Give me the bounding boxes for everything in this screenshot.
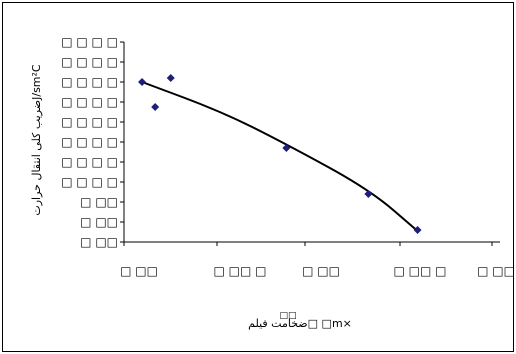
y-tick-label: □ □ □ □ — [61, 95, 118, 109]
data-point — [364, 190, 373, 198]
data-point — [151, 103, 160, 111]
y-tick-label: □ □ □ □ — [61, 155, 118, 169]
y-tick-label: □ □□ — [80, 235, 118, 249]
data-point — [413, 226, 422, 234]
y-tick-label: □ □ □ □ — [61, 175, 118, 189]
y-tick-label: □ □ □ □ — [61, 55, 118, 69]
x-axis-title-superscript: □□ — [279, 311, 296, 321]
y-tick-label: □ □□ — [80, 215, 118, 229]
x-tick-label: □ □□ □ — [214, 264, 267, 278]
y-tick-label: □ □ □ □ — [61, 35, 118, 49]
y-tick-labels: □ □□ □ □□ □ □□ □ □ □ □ □ □ □ □ □ □ □ □ □ □ □ □… — [61, 35, 118, 249]
data-point — [166, 74, 175, 82]
x-tick-label: □ □□ — [302, 264, 340, 278]
y-axis-title: ضریب کلی انتقال حرارتJ/sm²C — [30, 64, 43, 216]
x-tick-label: □ □□ — [477, 264, 515, 278]
trend-line — [141, 81, 419, 232]
x-tick-label: □ □□ □ — [394, 264, 447, 278]
y-tick-label: □ □ □ □ — [61, 115, 118, 129]
axes — [123, 42, 500, 243]
data-point — [282, 144, 291, 152]
y-tick-label: □ □□ — [80, 195, 118, 209]
x-tick-label: □ □□ — [120, 264, 158, 278]
x-tick-labels: □ □□ □ □□ □ □ □□ □ □□ □ □ □□ — [120, 264, 515, 278]
y-tick-label: □ □ □ □ — [61, 75, 118, 89]
data-markers — [138, 74, 422, 234]
data-point — [138, 78, 147, 86]
y-ticks — [120, 41, 124, 243]
y-tick-label: □ □ □ □ — [61, 135, 118, 149]
x-axis-title: ضخامت فیلم□ □m× — [248, 317, 352, 330]
x-ticks — [123, 242, 493, 246]
